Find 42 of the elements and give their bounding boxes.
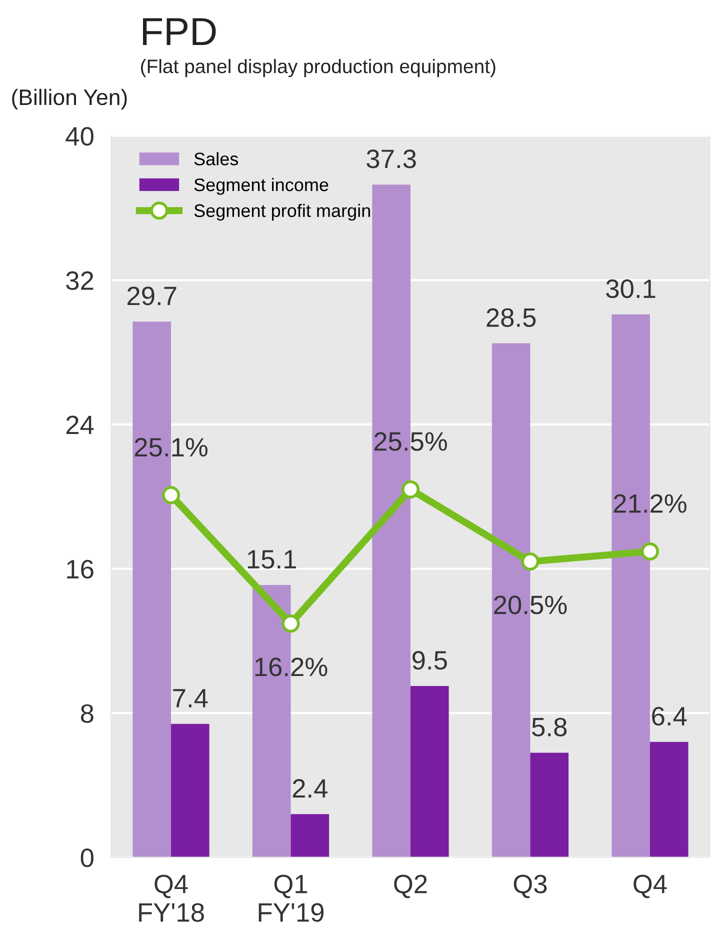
point: [282, 614, 300, 633]
data-label: 30.1: [606, 279, 656, 298]
y-tick-label: 40: [66, 127, 94, 146]
bar: [410, 686, 449, 858]
point: [401, 480, 420, 498]
y-tick-label: 16: [67, 560, 94, 579]
data-label: 7.4: [173, 689, 208, 708]
y-axis-title: (Billion Yen): [12, 88, 127, 110]
point: [162, 486, 180, 504]
legend-label: Segment income: [194, 178, 328, 195]
bar: [530, 752, 569, 858]
data-label: 21.2%: [614, 494, 686, 513]
x-tick-label: Q3: [514, 874, 547, 898]
legend-label: Sales: [194, 152, 238, 166]
y-tick-label: 8: [80, 704, 94, 723]
data-label: 15.1: [248, 550, 296, 569]
data-label: 2.4: [292, 779, 328, 798]
y-tick-label: 32: [66, 271, 94, 290]
data-label: 25.1%: [134, 438, 208, 457]
data-label: 6.4: [652, 706, 687, 726]
data-label: 9.5: [412, 650, 447, 670]
point: [521, 552, 540, 571]
data-label: 37.3: [366, 150, 416, 168]
data-label: 16.2%: [255, 658, 328, 676]
x-tick-label: Q4 FY'18: [139, 874, 204, 922]
y-tick-label: 24: [66, 416, 94, 434]
bar: [290, 814, 330, 858]
bar: [171, 724, 210, 858]
legend-label: Segment profit margin: [194, 204, 370, 221]
x-tick-label: Q1 FY'19: [258, 874, 324, 922]
point: [640, 542, 659, 560]
data-label: 29.7: [127, 286, 176, 306]
chart-subtitle: (Flat panel display production equipment): [141, 58, 496, 78]
x-tick-label: Q2: [394, 874, 427, 898]
data-label: 25.5%: [374, 432, 447, 451]
data-label: 28.5: [486, 308, 536, 327]
x-tick-label: Q4: [634, 874, 667, 898]
data-label: 5.8: [532, 718, 567, 736]
data-label: 20.5%: [494, 596, 567, 614]
bar: [650, 742, 688, 858]
y-tick-label: 0: [80, 848, 94, 868]
chart-title: FPD: [143, 18, 216, 45]
